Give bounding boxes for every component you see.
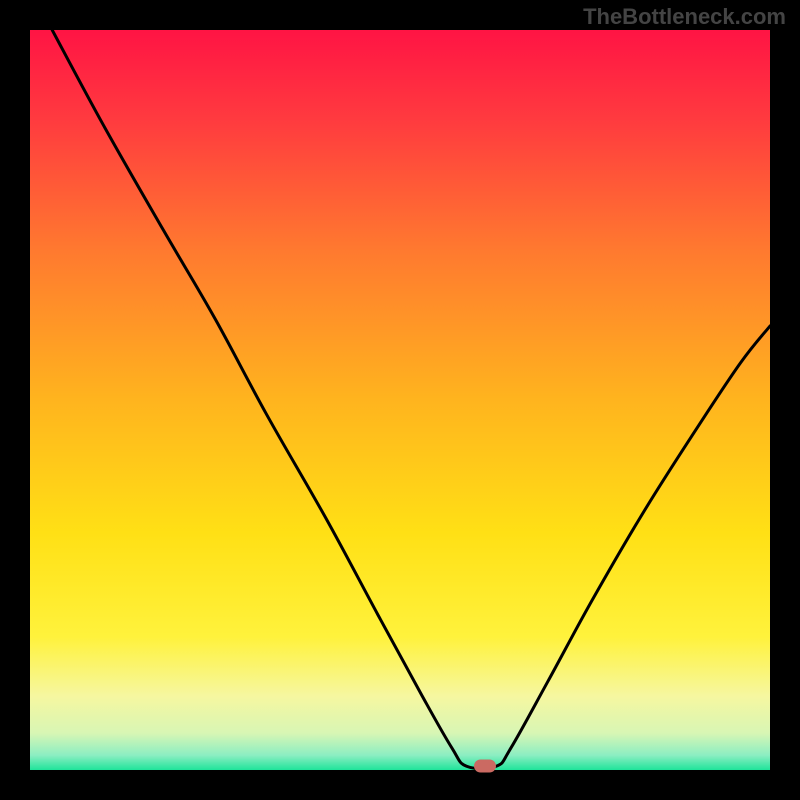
bottleneck-curve bbox=[30, 30, 770, 770]
watermark-text: TheBottleneck.com bbox=[583, 4, 786, 30]
optimal-marker bbox=[474, 760, 496, 773]
curve-path bbox=[52, 30, 770, 769]
chart-plot-area bbox=[30, 30, 770, 770]
